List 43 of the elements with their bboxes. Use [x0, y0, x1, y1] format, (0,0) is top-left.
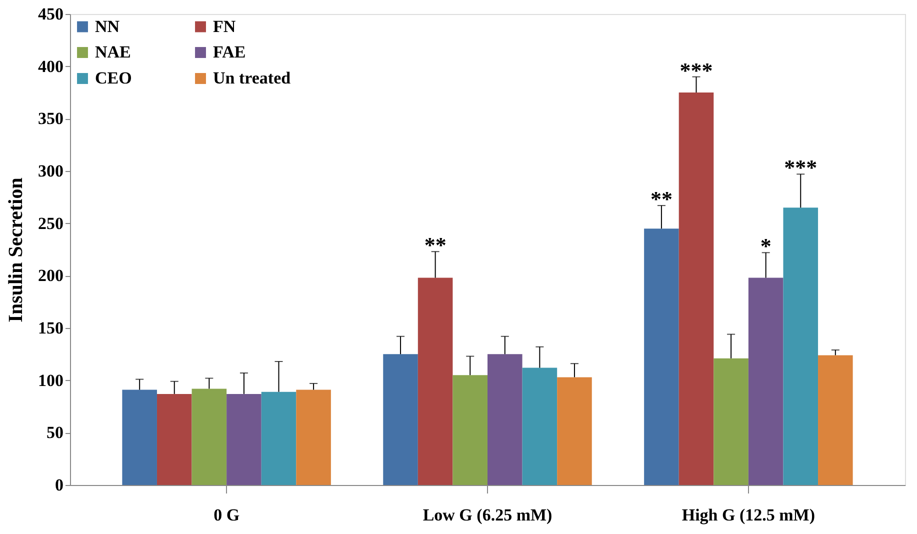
- data-label: ***: [680, 58, 713, 83]
- legend-label: Un treated: [213, 68, 292, 88]
- bar: [818, 355, 853, 485]
- y-tick-label: 200: [38, 266, 64, 286]
- x-tick-label: Low G (6.25 mM): [422, 506, 552, 524]
- bar: [557, 377, 592, 485]
- bar: [678, 92, 714, 485]
- bar: [783, 208, 818, 485]
- y-tick-label: 250: [38, 214, 64, 233]
- bar: [748, 278, 784, 485]
- legend-label: NAE: [95, 42, 131, 62]
- bar: [122, 390, 157, 485]
- y-tick-label: 100: [38, 370, 64, 390]
- y-tick-label: 400: [38, 56, 64, 76]
- bar: [644, 228, 679, 485]
- legend-label: NN: [95, 16, 120, 36]
- bar: [418, 278, 453, 485]
- bar: [192, 388, 227, 485]
- data-label: **: [650, 186, 672, 212]
- bar: [261, 392, 296, 485]
- bar: [296, 390, 331, 485]
- data-label: **: [424, 232, 446, 258]
- x-tick-label: 0 G: [214, 506, 240, 524]
- data-label: *: [760, 234, 772, 259]
- y-tick-label: 0: [55, 476, 64, 494]
- bar: [452, 375, 488, 485]
- bar: [383, 354, 418, 485]
- y-tick-label: 350: [38, 109, 64, 128]
- legend-label: FN: [213, 16, 236, 36]
- data-label: ***: [784, 155, 818, 180]
- y-tick-label: 450: [38, 4, 64, 24]
- bar: [226, 394, 262, 485]
- y-axis-title: Insulin Secretion: [5, 178, 27, 322]
- legend-label: CEO: [95, 68, 132, 88]
- x-tick-label: High G (12.5 mM): [682, 506, 816, 524]
- y-tick-label: 50: [46, 423, 64, 442]
- bar: [522, 368, 558, 485]
- legend-label: FAE: [213, 42, 246, 62]
- y-tick-label: 300: [38, 162, 64, 180]
- bar: [714, 358, 748, 485]
- y-tick-label: 150: [38, 318, 64, 338]
- bar: [156, 394, 192, 485]
- bar: [488, 354, 522, 485]
